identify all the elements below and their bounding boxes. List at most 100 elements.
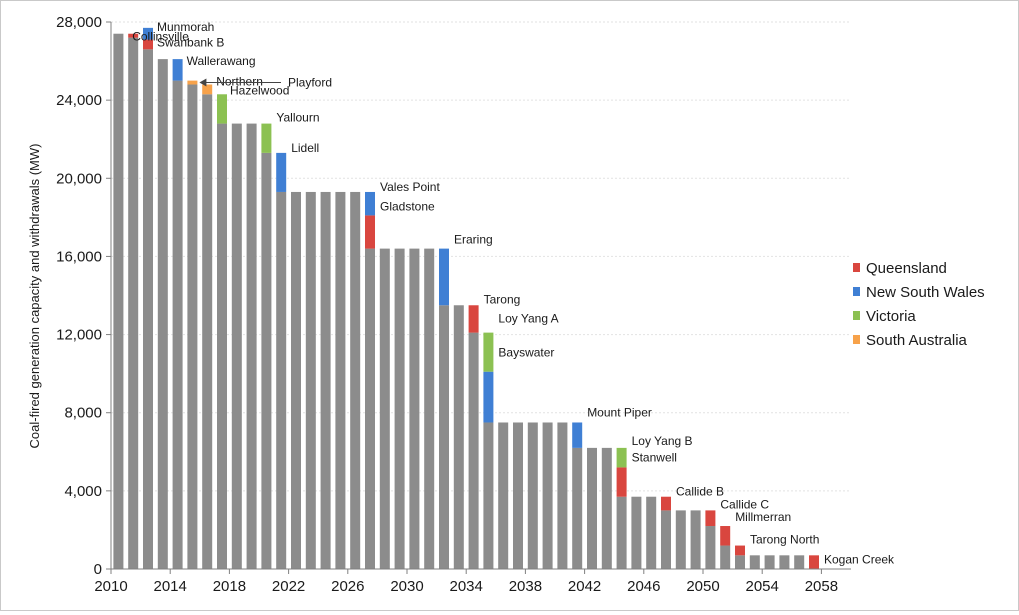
capacity-bar <box>246 123 257 569</box>
capacity-bar <box>113 33 124 569</box>
station-label: Munmorah <box>157 20 214 34</box>
capacity-bar <box>557 422 568 569</box>
station-label: Eraring <box>454 233 493 247</box>
capacity-bar <box>631 496 642 569</box>
y-axis-title: Coal-fired generation capacity and withd… <box>27 144 42 449</box>
withdrawal-bar <box>202 84 213 95</box>
station-label: Lidell <box>291 141 319 155</box>
capacity-bar <box>409 248 420 569</box>
y-tick-label: 28,000 <box>56 14 102 31</box>
capacity-bar <box>365 248 375 569</box>
withdrawal-bar <box>661 496 671 511</box>
capacity-bar <box>498 422 509 569</box>
capacity-bar <box>231 123 242 569</box>
capacity-bar <box>587 447 597 569</box>
capacity-bar <box>305 191 316 570</box>
capacity-bar <box>527 422 538 569</box>
capacity-bar <box>616 496 627 569</box>
capacity-bar <box>720 545 731 569</box>
station-label: Tarong <box>484 292 521 306</box>
station-label: Playford <box>288 76 332 90</box>
withdrawal-bar <box>439 248 449 306</box>
withdrawal-bar <box>468 305 479 333</box>
capacity-bar <box>217 123 227 569</box>
station-label: Northern <box>216 75 263 89</box>
x-tick-label: 2058 <box>805 578 838 595</box>
legend-label: Victoria <box>866 308 916 325</box>
withdrawal-bar <box>705 510 716 527</box>
x-tick-label: 2010 <box>94 578 127 595</box>
withdrawal-bar <box>172 59 183 81</box>
legend-label: South Australia <box>866 332 968 349</box>
withdrawal-bar <box>809 555 819 569</box>
station-label: Callide B <box>676 485 724 499</box>
station-label: Wallerawang <box>187 54 256 68</box>
legend-label: New South Wales <box>866 284 985 301</box>
x-tick-label: 2022 <box>272 578 305 595</box>
capacity-bar <box>705 526 716 569</box>
capacity-bar <box>572 447 583 569</box>
withdrawal-bar <box>365 215 375 249</box>
withdrawal-bar <box>143 27 153 40</box>
withdrawal-bar <box>735 545 745 556</box>
withdrawal-bar <box>276 152 287 192</box>
capacity-bar <box>261 152 272 569</box>
x-tick-label: 2014 <box>154 578 187 595</box>
y-tick-label: 8,000 <box>64 405 102 422</box>
x-tick-label: 2026 <box>331 578 364 595</box>
y-tick-label: 12,000 <box>56 327 102 344</box>
capacity-bar <box>157 59 168 569</box>
station-label: Kogan Creek <box>824 552 895 566</box>
station-label: Swanbank B <box>157 36 224 50</box>
capacity-bar <box>424 248 435 569</box>
y-tick-label: 24,000 <box>56 92 102 109</box>
station-label: Vales Point <box>380 180 440 194</box>
capacity-bar <box>749 555 760 569</box>
station-label: Yallourn <box>276 111 319 125</box>
x-tick-label: 2038 <box>509 578 542 595</box>
x-tick-label: 2042 <box>568 578 601 595</box>
capacity-bar <box>394 248 405 569</box>
x-tick-label: 2018 <box>213 578 246 595</box>
capacity-bar <box>439 305 449 569</box>
capacity-bar <box>202 94 213 570</box>
legend-label: Queensland <box>866 260 947 277</box>
y-tick-label: 4,000 <box>64 483 102 500</box>
capacity-bar <box>143 49 153 570</box>
x-tick-label: 2046 <box>627 578 660 595</box>
capacity-bar <box>513 422 523 569</box>
y-tick-label: 20,000 <box>56 170 102 187</box>
capacity-bar <box>128 37 139 570</box>
legend-swatch <box>853 287 860 296</box>
capacity-bar <box>172 80 183 569</box>
station-label: Tarong North <box>750 533 819 547</box>
withdrawal-bar <box>572 422 583 448</box>
withdrawal-bar <box>365 191 375 216</box>
y-tick-label: 16,000 <box>56 248 102 265</box>
capacity-bar <box>468 332 479 569</box>
station-label: Hazelwood <box>230 83 289 97</box>
capacity-bar <box>335 191 346 570</box>
capacity-bar <box>542 422 553 569</box>
legend-swatch <box>853 335 860 344</box>
x-tick-label: 2054 <box>746 578 779 595</box>
withdrawal-bar <box>187 80 198 85</box>
station-label: Loy Yang A <box>498 312 558 326</box>
capacity-bar <box>453 305 464 569</box>
capacity-bar <box>291 191 301 570</box>
capacity-bar <box>276 191 287 570</box>
capacity-bar <box>187 84 198 569</box>
withdrawal-bar <box>261 123 272 153</box>
playford-arrow-head <box>199 78 207 87</box>
capacity-bar <box>661 510 671 569</box>
capacity-bar <box>764 555 775 569</box>
station-label: Gladstone <box>380 199 435 213</box>
x-tick-label: 2050 <box>686 578 719 595</box>
station-label: Bayswater <box>498 346 554 360</box>
withdrawal-bar <box>128 33 139 38</box>
withdrawal-bar <box>616 447 627 468</box>
station-label: Stanwell <box>632 450 677 464</box>
legend-swatch <box>853 311 860 320</box>
